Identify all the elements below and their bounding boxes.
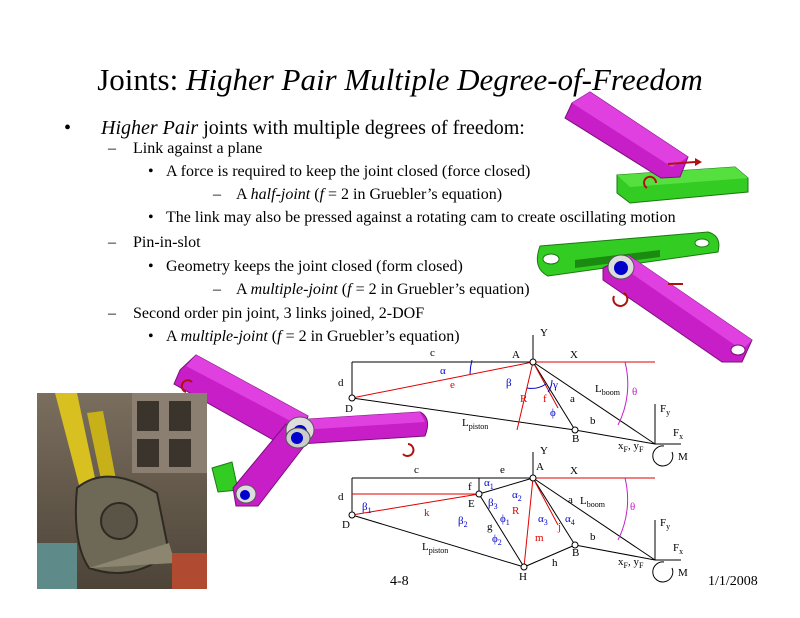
bullet-1: • (64, 117, 72, 139)
half-joint-note: A half-joint (f = 2 in Gruebler’s equati… (236, 186, 503, 203)
svg-text:d: d (338, 491, 344, 503)
svg-text:Lboom: Lboom (595, 383, 621, 397)
excavator-linkage-diagram-top: Y X A c d D e α β γ R f a ϕ b B Lboom θ … (338, 327, 688, 467)
svg-text:R: R (512, 505, 520, 517)
sub-sub-item-force: A force is required to keep the joint cl… (166, 163, 531, 180)
slide-date: 1/1/2008 (708, 574, 758, 589)
svg-text:d: d (338, 377, 344, 389)
svg-text:α4: α4 (565, 513, 575, 527)
svg-text:xF, yF: xF, yF (618, 556, 644, 570)
svg-text:β3: β3 (488, 497, 498, 511)
svg-text:α1: α1 (484, 477, 494, 491)
svg-text:β2: β2 (458, 515, 468, 529)
svg-text:Fy: Fy (660, 403, 670, 417)
bullet-2b: • (148, 209, 154, 226)
svg-text:α: α (440, 365, 446, 377)
svg-text:H: H (519, 571, 527, 583)
sub-item-plane: Link against a plane (133, 140, 263, 157)
svg-text:E: E (468, 498, 475, 510)
svg-text:M: M (678, 567, 688, 579)
bullet-3b: • (148, 328, 154, 345)
svg-text:a: a (568, 494, 573, 506)
svg-text:c: c (414, 464, 419, 476)
slide-title: Joints: Higher Pair Multiple Degree-of-F… (97, 62, 703, 97)
svg-text:Lpiston: Lpiston (462, 417, 488, 431)
svg-text:A: A (536, 461, 544, 473)
bullet-3a: • (148, 258, 154, 275)
svg-text:e: e (450, 379, 455, 391)
svg-text:f: f (468, 481, 472, 493)
svg-text:g: g (487, 521, 493, 533)
svg-text:j: j (557, 521, 561, 533)
second-order-joint-illustration (173, 354, 429, 507)
svg-text:β: β (506, 377, 512, 389)
svg-text:ϕ1: ϕ1 (500, 513, 510, 527)
svg-text:θ: θ (630, 501, 635, 513)
dash-1: – (108, 140, 116, 157)
svg-text:D: D (345, 403, 353, 415)
svg-text:γ: γ (552, 379, 558, 391)
svg-text:b: b (590, 531, 596, 543)
excavator-linkage-diagram-bottom: Y X A c e d D f α1 α2 β1 β3 E R k β2 ϕ1 … (338, 445, 688, 583)
svg-text:e: e (500, 464, 505, 476)
multiple-joint-note-2: A multiple-joint (f = 2 in Gruebler’s eq… (166, 328, 460, 345)
svg-text:B: B (572, 433, 579, 445)
svg-text:ϕ2: ϕ2 (492, 533, 502, 547)
svg-text:θ: θ (632, 386, 637, 398)
svg-text:β1: β1 (362, 501, 372, 515)
svg-text:α2: α2 (512, 489, 522, 503)
svg-text:Lboom: Lboom (580, 495, 606, 509)
dash-5: – (108, 305, 116, 322)
svg-text:Fy: Fy (660, 517, 670, 531)
sub-item-pin-in-slot: Pin-in-slot (133, 234, 201, 251)
svg-text:X: X (570, 349, 578, 361)
svg-text:D: D (342, 519, 350, 531)
svg-text:Y: Y (540, 445, 548, 457)
excavator-photo (37, 393, 207, 589)
svg-text:M: M (678, 451, 688, 463)
svg-text:c: c (430, 347, 435, 359)
svg-text:h: h (552, 557, 558, 569)
multiple-joint-note-1: A multiple-joint (f = 2 in Gruebler’s eq… (236, 281, 530, 298)
svg-text:α3: α3 (538, 513, 548, 527)
sub-sub-item-cam: The link may also be pressed against a r… (166, 209, 676, 226)
sub-item-second-order: Second order pin joint, 3 links joined, … (133, 305, 425, 322)
svg-text:k: k (424, 507, 430, 519)
dash-3: – (108, 234, 116, 251)
svg-text:f: f (543, 393, 547, 405)
sub-sub-item-geometry: Geometry keeps the joint closed (form cl… (166, 258, 463, 275)
svg-text:A: A (512, 349, 520, 361)
svg-text:Fx: Fx (673, 427, 683, 441)
pin-in-slot-illustration (536, 231, 753, 363)
svg-text:a: a (570, 393, 575, 405)
page-number: 4-8 (390, 574, 409, 589)
dash-2: – (213, 186, 221, 203)
svg-text:m: m (535, 532, 544, 544)
svg-text:b: b (590, 415, 596, 427)
svg-text:Fx: Fx (673, 542, 683, 556)
svg-text:X: X (570, 465, 578, 477)
svg-text:ϕ: ϕ (550, 407, 556, 419)
svg-text:R: R (520, 393, 528, 405)
bullet-1-text: Higher Pair joints with multiple degrees… (101, 117, 525, 139)
bullet-2a: • (148, 163, 154, 180)
link-against-plane-illustration (564, 91, 749, 204)
svg-text:Y: Y (540, 327, 548, 339)
dash-4: – (213, 281, 221, 298)
svg-text:B: B (572, 547, 579, 559)
